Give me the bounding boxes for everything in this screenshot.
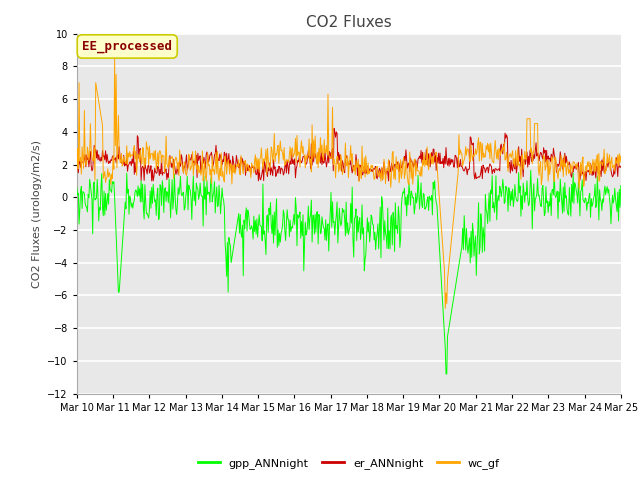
Legend: gpp_ANNnight, er_ANNnight, wc_gf: gpp_ANNnight, er_ANNnight, wc_gf bbox=[193, 453, 504, 473]
Text: EE_processed: EE_processed bbox=[82, 40, 172, 53]
Title: CO2 Fluxes: CO2 Fluxes bbox=[306, 15, 392, 30]
Y-axis label: CO2 Fluxes (urology/m2/s): CO2 Fluxes (urology/m2/s) bbox=[32, 140, 42, 288]
